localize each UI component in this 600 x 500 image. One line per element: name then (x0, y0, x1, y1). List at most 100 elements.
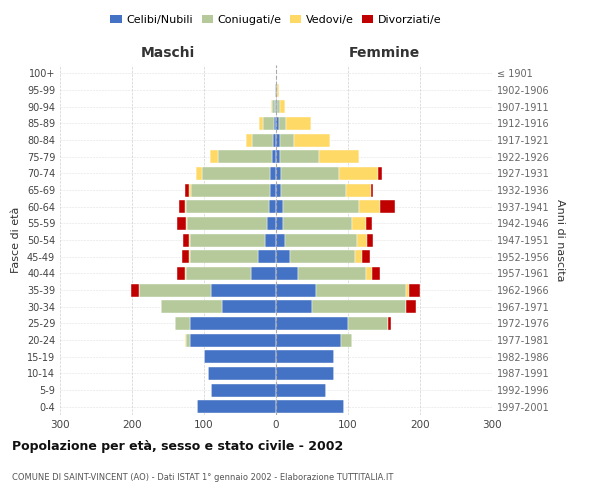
Bar (316, 284, 406, 296)
Bar (276, 384, 326, 396)
Bar (276, 134, 280, 146)
Bar (276, 350, 334, 363)
Text: Femmine: Femmine (349, 46, 419, 60)
Bar (359, 200, 380, 213)
Bar (179, 200, 185, 213)
Bar (276, 234, 284, 246)
Bar (280, 100, 286, 113)
Bar (269, 200, 276, 213)
Bar (176, 267, 185, 280)
Bar (406, 284, 409, 296)
Bar (281, 167, 338, 180)
Text: Popolazione per età, sesso e stato civile - 2002: Popolazione per età, sesso e stato civil… (12, 440, 343, 453)
Bar (273, 134, 276, 146)
Bar (131, 284, 139, 296)
Bar (263, 117, 274, 130)
Bar (276, 284, 316, 296)
Bar (277, 100, 280, 113)
Bar (362, 250, 370, 263)
Bar (161, 300, 222, 313)
Bar (290, 250, 355, 263)
Bar (182, 250, 189, 263)
Bar (259, 117, 263, 130)
Bar (190, 317, 276, 330)
Bar (185, 184, 189, 196)
Text: COMUNE DI SAINT-VINCENT (AO) - Dati ISTAT 1° gennaio 2002 - Elaborazione TUTTITA: COMUNE DI SAINT-VINCENT (AO) - Dati ISTA… (12, 473, 394, 482)
Bar (380, 200, 395, 213)
Bar (276, 200, 283, 213)
Bar (276, 117, 279, 130)
Bar (265, 234, 276, 246)
Bar (218, 150, 272, 163)
Bar (266, 217, 276, 230)
Bar (208, 367, 276, 380)
Bar (352, 217, 366, 230)
Bar (270, 184, 276, 196)
Bar (178, 217, 186, 230)
Bar (284, 234, 356, 246)
Bar (274, 117, 276, 130)
Bar (276, 217, 283, 230)
Y-axis label: Fasce di età: Fasce di età (11, 207, 21, 273)
Bar (222, 300, 276, 313)
Bar (183, 234, 189, 246)
Y-axis label: Anni di nascita: Anni di nascita (555, 198, 565, 281)
Bar (210, 150, 218, 163)
Bar (276, 100, 277, 113)
Bar (191, 184, 270, 196)
Bar (366, 267, 372, 280)
Bar (197, 400, 276, 413)
Bar (204, 350, 276, 363)
Bar (211, 384, 276, 396)
Bar (276, 367, 334, 380)
Bar (276, 300, 312, 313)
Bar (277, 84, 279, 96)
Bar (275, 100, 276, 113)
Bar (355, 250, 362, 263)
Bar (270, 167, 276, 180)
Bar (276, 334, 341, 346)
Bar (276, 250, 290, 263)
Bar (175, 317, 190, 330)
Bar (186, 334, 190, 346)
Bar (186, 267, 251, 280)
Bar (190, 334, 276, 346)
Bar (371, 184, 373, 196)
Bar (312, 300, 406, 313)
Bar (356, 234, 367, 246)
Bar (276, 150, 280, 163)
Bar (338, 167, 378, 180)
Bar (189, 250, 190, 263)
Bar (275, 84, 276, 96)
Bar (276, 267, 298, 280)
Bar (186, 217, 187, 230)
Bar (406, 300, 416, 313)
Bar (286, 117, 311, 130)
Bar (196, 167, 202, 180)
Bar (139, 284, 211, 296)
Bar (272, 100, 275, 113)
Bar (189, 234, 190, 246)
Bar (281, 184, 346, 196)
Bar (276, 184, 281, 196)
Bar (348, 317, 388, 330)
Bar (246, 134, 251, 146)
Bar (294, 134, 330, 146)
Bar (258, 250, 276, 263)
Bar (276, 317, 348, 330)
Bar (280, 134, 294, 146)
Bar (298, 267, 366, 280)
Bar (186, 200, 269, 213)
Bar (185, 200, 186, 213)
Bar (367, 234, 373, 246)
Bar (185, 267, 186, 280)
Bar (187, 217, 266, 230)
Bar (272, 150, 276, 163)
Bar (372, 267, 380, 280)
Bar (276, 400, 344, 413)
Bar (276, 167, 281, 180)
Bar (185, 334, 186, 346)
Bar (280, 150, 319, 163)
Bar (341, 334, 352, 346)
Bar (366, 217, 372, 230)
